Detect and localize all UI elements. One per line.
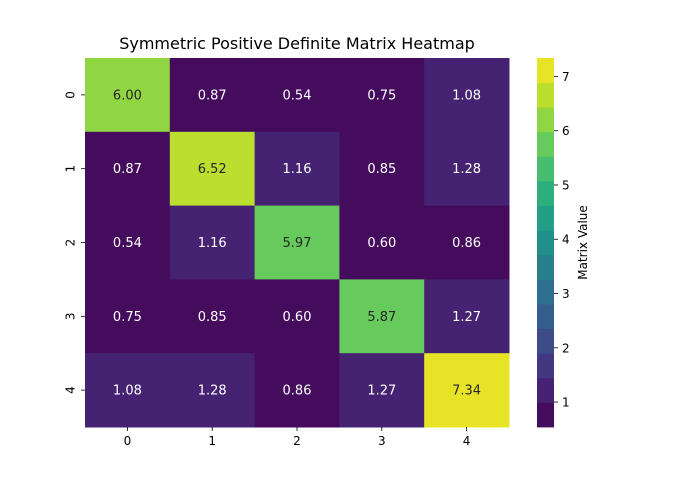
colorbar-tick-label: 5: [562, 178, 570, 192]
colorbar-tick-label: 3: [562, 287, 570, 301]
colorbar-segment: [537, 402, 554, 428]
y-tick-label: 0: [64, 91, 78, 99]
y-tick-label: 4: [64, 386, 78, 394]
heatmap-cell: [85, 58, 171, 133]
colorbar-segment: [537, 156, 554, 182]
heatmap-cell: [339, 58, 425, 133]
x-tick-label: 0: [124, 434, 132, 448]
heatmap-cell: [339, 353, 425, 428]
heatmap-cell: [169, 279, 256, 354]
y-tick-label: 1: [64, 165, 78, 173]
heatmap-cell: [169, 58, 256, 133]
colorbar: 1 2 3 4 5 6 7: [537, 58, 570, 428]
colorbar-label: Matrix Value: [576, 205, 590, 280]
heatmap-cell: [339, 131, 425, 207]
colorbar-segment: [537, 82, 554, 108]
colorbar-tick-label: 7: [562, 70, 570, 84]
x-tick-label: 2: [293, 434, 301, 448]
colorbar-segment: [537, 58, 554, 83]
heatmap-cell: [424, 353, 510, 428]
heatmap-cell: [424, 205, 510, 280]
colorbar-segment: [537, 107, 554, 133]
cell-value-label: 1.28: [452, 162, 481, 177]
x-tick-label: 1: [208, 434, 216, 448]
cell-value-label: 1.16: [198, 236, 227, 251]
chart-title: Symmetric Positive Definite Matrix Heatm…: [119, 34, 475, 53]
heatmap-cell: [169, 131, 256, 207]
heatmap-cell: [254, 353, 340, 428]
cell-value-label: 1.08: [113, 384, 142, 399]
cell-value-label: 5.87: [367, 310, 396, 325]
heatmap-cell: [169, 205, 256, 280]
cell-value-label: 1.27: [367, 384, 396, 399]
colorbar-segment: [537, 181, 554, 206]
cell-value-label: 0.75: [113, 310, 142, 325]
heatmap-cell: [85, 279, 171, 354]
cell-value-label: 6.00: [113, 88, 142, 103]
x-axis: 0 1 2 3 4: [124, 427, 471, 448]
cell-value-label: 0.87: [198, 88, 227, 103]
heatmap-cell: [254, 205, 340, 280]
heatmap-cell: [254, 279, 340, 354]
heatmap-cell: [339, 205, 425, 280]
colorbar-segment: [537, 304, 554, 329]
colorbar-segment: [537, 328, 554, 354]
heatmap-cell: [85, 353, 171, 428]
y-tick-label: 2: [64, 239, 78, 247]
cell-value-label: 7.34: [452, 384, 481, 399]
heatmap-cell: [339, 279, 425, 354]
colorbar-segment: [537, 205, 554, 231]
heatmap-cell: [85, 131, 171, 207]
y-tick-label: 3: [64, 312, 78, 320]
colorbar-tick-label: 1: [562, 396, 570, 410]
y-axis: 0 1 2 3 4: [64, 91, 85, 394]
cell-value-label: 1.16: [283, 162, 312, 177]
cell-value-label: 1.28: [198, 384, 227, 399]
colorbar-segment: [537, 254, 554, 280]
cell-value-label: 1.08: [452, 88, 481, 103]
heatmap-cell: [254, 58, 340, 133]
colorbar-segment: [537, 377, 554, 403]
cell-value-label: 0.86: [452, 236, 481, 251]
x-tick-label: 3: [378, 434, 386, 448]
cell-value-label: 0.85: [198, 310, 227, 325]
heatmap-cell: [424, 279, 510, 354]
colorbar-tick-label: 6: [562, 124, 570, 138]
cell-value-label: 0.60: [367, 236, 396, 251]
heatmap-cell: [424, 131, 510, 207]
cell-value-label: 0.54: [283, 88, 312, 103]
cell-value-label: 5.97: [283, 236, 312, 251]
colorbar-segment: [537, 131, 554, 157]
cell-value-label: 0.85: [367, 162, 396, 177]
heatmap-cell: [254, 131, 340, 207]
cell-value-label: 6.52: [198, 162, 227, 177]
colorbar-tick-label: 2: [562, 341, 570, 355]
cell-value-label: 0.75: [367, 88, 396, 103]
cell-value-label: 1.27: [452, 310, 481, 325]
cell-value-label: 0.87: [113, 162, 142, 177]
x-tick-label: 4: [463, 434, 471, 448]
cell-value-label: 0.86: [283, 384, 312, 399]
cell-value-label: 0.60: [283, 310, 312, 325]
colorbar-segment: [537, 279, 554, 305]
colorbar-segment: [537, 353, 554, 379]
heatmap-cell: [424, 58, 510, 133]
heatmap-cell: [85, 205, 171, 280]
heatmap-cell: [169, 353, 256, 428]
colorbar-segment: [537, 230, 554, 256]
cell-value-label: 0.54: [113, 236, 142, 251]
heatmap-cells: 6.00 0.87 0.54 0.75 1.08 0.87 6.52 1.16 0.85 1.28…: [85, 58, 510, 428]
colorbar-tick-label: 4: [562, 233, 570, 247]
